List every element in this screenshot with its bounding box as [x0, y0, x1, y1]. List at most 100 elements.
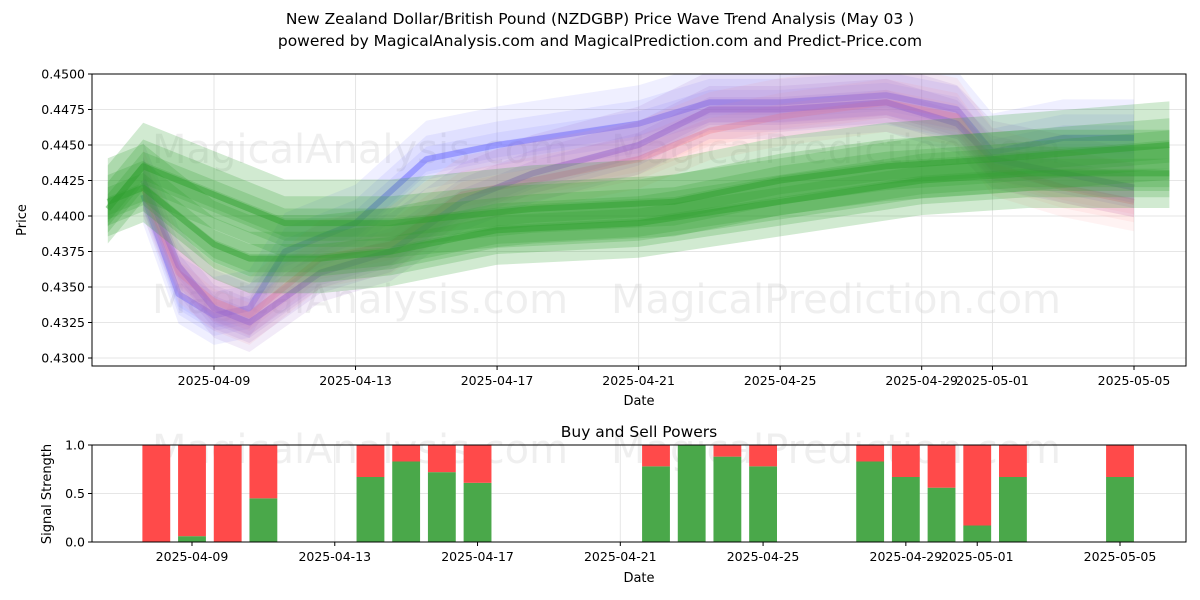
- buy-bar: [999, 477, 1027, 542]
- sell-bar: [249, 445, 278, 499]
- sell-bar: [713, 445, 742, 457]
- buy-bar: [178, 536, 206, 542]
- sell-bar: [963, 445, 992, 526]
- sell-bar: [392, 445, 421, 462]
- signal-xtick-label: 2025-04-21: [584, 549, 657, 564]
- price-xtick-label: 2025-04-21: [602, 373, 675, 388]
- series-band-green-3-1: [107, 118, 1170, 247]
- series-band-pink-1-1: [143, 78, 1134, 336]
- signal-xtick-label: 2025-04-13: [298, 549, 371, 564]
- price-ytick-label: 0.4475: [41, 102, 85, 117]
- series-band-green-4-1: [107, 146, 1170, 283]
- watermark: MagicalPrediction.com: [611, 277, 1061, 323]
- buy-bar: [249, 498, 278, 542]
- chart-title-line2: powered by MagicalAnalysis.com and Magic…: [277, 32, 923, 50]
- price-ytick-label: 0.4350: [41, 280, 85, 295]
- price-ytick-label: 0.4425: [41, 173, 85, 188]
- series-band-blue-0-1: [143, 74, 1134, 336]
- price-xtick-label: 2025-04-09: [178, 373, 251, 388]
- signal-title: Buy and Sell Powers: [561, 423, 718, 441]
- signal-frame: [91, 444, 1187, 543]
- price-ytick-label: 0.4325: [41, 315, 85, 330]
- price-frame: [91, 73, 1187, 367]
- signal-panel: 0.0 0.5 1.0 2025-04-09 2025-04-13 2025-04-17 2…: [40, 423, 1187, 586]
- signal-xaxis-label: Date: [623, 571, 654, 586]
- signal-xtick-label: 2025-04-29: [870, 549, 943, 564]
- series-band-blue-0-2: [143, 82, 1134, 331]
- series-band-green-3-3: [107, 140, 1170, 237]
- series-band-purple-2-3: [143, 98, 1134, 336]
- series-line-blue: [140, 92, 1134, 319]
- series-band-blue-0-0: [143, 74, 1134, 345]
- price-xtick-label: 2025-05-05: [1098, 373, 1171, 388]
- series-line-purple: [140, 99, 1135, 326]
- series-band-purple-2-2: [143, 89, 1134, 339]
- signal-xtick-label: 2025-05-05: [1084, 549, 1157, 564]
- sell-bar: [142, 445, 171, 542]
- price-series-layer: [105, 74, 1170, 352]
- signal-ytick-label: 1.0: [65, 438, 85, 453]
- series-band-purple-2-0: [143, 74, 1134, 352]
- buy-bar: [463, 482, 492, 542]
- buy-bar: [963, 525, 992, 542]
- signal-xtick-label: 2025-04-25: [727, 549, 800, 564]
- sell-bar: [356, 445, 385, 478]
- series-band-pink-1-2: [143, 89, 1134, 331]
- buy-bar: [856, 461, 885, 542]
- price-xtick-label: 2025-04-17: [461, 373, 534, 388]
- sell-bar: [856, 445, 885, 462]
- sell-bar: [999, 445, 1027, 478]
- series-band-green-4-0: [107, 129, 1170, 294]
- price-xtick-label: 2025-05-01: [956, 373, 1029, 388]
- sell-bar: [642, 445, 670, 467]
- watermark: MagicalPrediction.com: [611, 127, 1061, 173]
- price-xtick-label: 2025-04-25: [744, 373, 817, 388]
- buy-bar: [927, 487, 956, 542]
- sell-bar: [891, 445, 920, 478]
- sell-bar: [1106, 445, 1134, 478]
- series-band-green-4-3: [107, 168, 1170, 273]
- buy-bar: [642, 466, 670, 542]
- price-xaxis-label: Date: [623, 394, 654, 409]
- sell-bar: [427, 445, 456, 473]
- series-line-green: [105, 142, 1170, 227]
- price-ytick-label: 0.4450: [41, 138, 85, 153]
- series-band-purple-2-1: [143, 78, 1134, 344]
- buy-bar: [677, 445, 706, 542]
- series-band-green-3-0: [107, 101, 1170, 258]
- sell-bar: [927, 445, 956, 488]
- signal-yaxis-label: Signal Strength: [40, 444, 55, 544]
- price-yaxis-label: Price: [15, 204, 30, 236]
- signal-xtick-label: 2025-04-17: [441, 549, 514, 564]
- signal-ytick-label: 0.5: [65, 486, 85, 501]
- buy-bar: [1106, 477, 1134, 542]
- sell-bar: [178, 445, 206, 537]
- watermark: MagicalAnalysis.com: [152, 127, 568, 173]
- sell-bar: [213, 445, 242, 542]
- price-ytick-label: 0.4300: [41, 351, 85, 366]
- series-band-pink-1-0: [143, 74, 1134, 345]
- price-xtick-label: 2025-04-29: [885, 373, 958, 388]
- price-ytick-label: 0.4375: [41, 244, 85, 259]
- series-line-green: [106, 170, 1170, 262]
- sell-bar: [749, 445, 777, 467]
- price-xtick-label: 2025-04-13: [319, 373, 392, 388]
- series-band-green-3-2: [107, 130, 1170, 241]
- series-line-pink: [140, 99, 1135, 319]
- buy-bar: [891, 477, 920, 542]
- watermark: MagicalAnalysis.com: [152, 277, 568, 323]
- buy-bar: [749, 466, 777, 542]
- buy-bar: [427, 472, 456, 542]
- chart-title-line1: New Zealand Dollar/British Pound (NZDGBP…: [285, 10, 915, 28]
- signal-ytick-label: 0.0: [65, 535, 85, 550]
- signal-xtick-label: 2025-04-09: [156, 549, 229, 564]
- buy-bar: [713, 456, 742, 542]
- series-band-green-4-2: [107, 158, 1170, 277]
- price-ytick-label: 0.4400: [41, 209, 85, 224]
- price-panel: 0.4300 0.4325 0.4350 0.4375 0.4400 0.4425 0.44…: [15, 67, 1187, 409]
- price-ytick-label: 0.4500: [41, 67, 85, 82]
- buy-bar: [392, 461, 421, 542]
- buy-bar: [356, 477, 385, 542]
- signal-xtick-label: 2025-05-01: [941, 549, 1014, 564]
